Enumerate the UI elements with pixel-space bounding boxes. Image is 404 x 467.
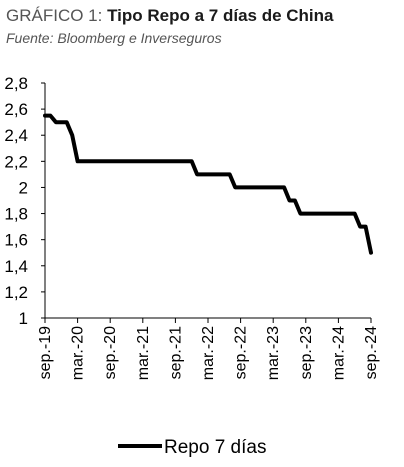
chart-title-text: Tipo Repo a 7 días de China [107,6,334,25]
y-tick-label: 2,8 [4,74,28,93]
x-tick-label: sep.-21 [167,326,184,379]
y-tick-label: 1,6 [4,231,28,250]
x-tick-label: mar.-24 [330,326,347,380]
y-axis: 1 1,2 1,4 1,6 1,8 2 2,2 2,4 2,6 2,8 [4,74,46,328]
chart-title: GRÁFICO 1: Tipo Repo a 7 días de China [6,5,334,27]
y-tick-label: 2,4 [4,126,28,145]
y-tick-label: 2,2 [4,152,28,171]
x-tick-label: mar.-22 [200,326,217,380]
y-tick-label: 2,6 [4,100,28,119]
legend-label: Repo 7 días [164,437,266,458]
x-tick-label: mar.-23 [265,326,282,380]
y-tick-label: 1,4 [4,257,28,276]
chart-figure-label: GRÁFICO 1: [6,6,103,25]
chart-legend: Repo 7 días [118,437,266,458]
chart-source: Fuente: Bloomberg e Inverseguros [6,30,222,46]
x-axis: sep.-19 mar.-20 sep.-20 mar.-21 sep.-21 mar.-… [37,317,380,380]
x-tick-label: sep.-20 [102,326,119,379]
y-tick-label: 1,2 [4,283,28,302]
y-tick-label: 2 [19,178,28,197]
series-line-repo-7-dias [43,113,373,255]
x-tick-label: mar.-21 [135,326,152,380]
y-tick-label: 1,8 [4,205,28,224]
x-tick-label: sep.-24 [363,326,380,379]
y-tick-label: 1 [19,309,28,328]
chart-header: GRÁFICO 1: Tipo Repo a 7 días de China F… [6,5,334,47]
x-tick-label: mar.-20 [70,326,87,380]
series-layer [43,113,373,255]
x-tick-label: sep.-23 [298,326,315,379]
x-tick-label: sep.-19 [37,326,54,379]
x-tick-label: sep.-22 [233,326,250,379]
